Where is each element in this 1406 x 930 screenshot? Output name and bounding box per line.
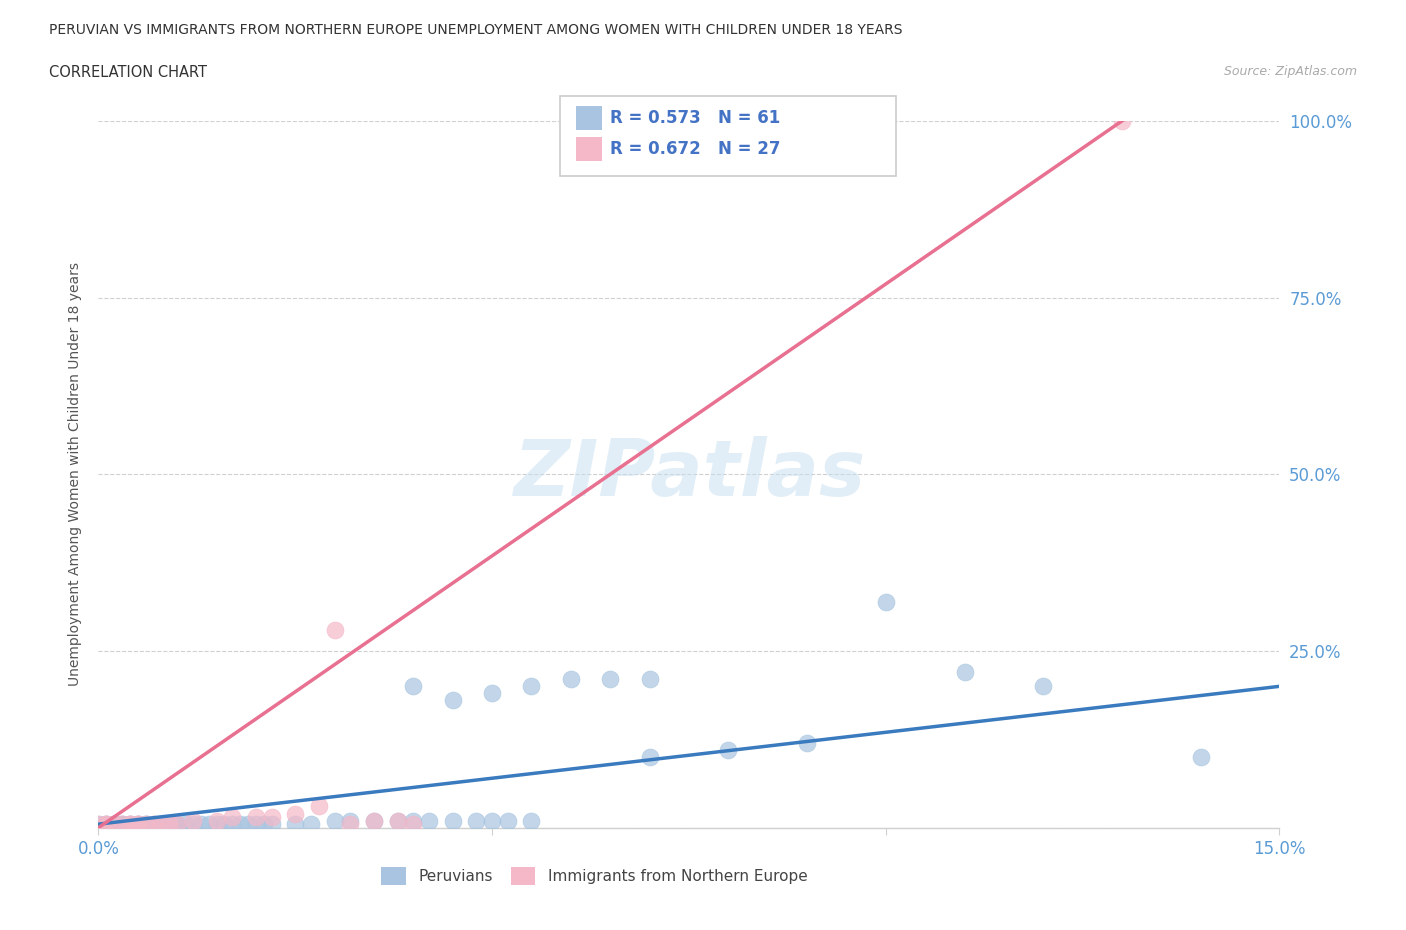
Point xyxy=(402,817,425,831)
Point xyxy=(953,665,976,680)
Point xyxy=(118,817,141,831)
Text: PERUVIAN VS IMMIGRANTS FROM NORTHERN EUROPE UNEMPLOYMENT AMONG WOMEN WITH CHILDR: PERUVIAN VS IMMIGRANTS FROM NORTHERN EUR… xyxy=(49,23,903,37)
Point xyxy=(299,817,322,831)
Point xyxy=(520,679,543,694)
Point xyxy=(142,817,165,831)
Point xyxy=(103,817,125,831)
Point xyxy=(103,817,125,831)
Point xyxy=(174,817,197,831)
Point xyxy=(111,817,134,831)
Point xyxy=(1111,113,1133,128)
Point xyxy=(323,622,346,637)
Text: CORRELATION CHART: CORRELATION CHART xyxy=(49,65,207,80)
Point xyxy=(221,810,243,825)
Point xyxy=(166,817,188,831)
Point xyxy=(323,813,346,828)
Point xyxy=(221,817,243,831)
Point xyxy=(638,750,661,764)
Point xyxy=(253,817,276,831)
Point xyxy=(150,817,173,831)
Point xyxy=(363,813,385,828)
Point xyxy=(127,817,149,831)
Point xyxy=(465,813,488,828)
Point xyxy=(245,810,267,825)
Point xyxy=(96,817,118,831)
Point xyxy=(229,817,252,831)
Point xyxy=(284,806,307,821)
Text: ZIPatlas: ZIPatlas xyxy=(513,436,865,512)
Point xyxy=(1189,750,1212,764)
Point xyxy=(150,817,173,831)
Legend: Peruvians, Immigrants from Northern Europe: Peruvians, Immigrants from Northern Euro… xyxy=(375,861,814,891)
Point xyxy=(118,817,141,831)
Point xyxy=(190,817,212,831)
Point xyxy=(245,817,267,831)
Point xyxy=(135,817,157,831)
Point xyxy=(87,817,110,831)
Point xyxy=(599,671,621,686)
Point xyxy=(387,813,409,828)
Point xyxy=(181,813,204,828)
Point xyxy=(87,817,110,831)
Point xyxy=(111,817,134,831)
Point xyxy=(205,813,228,828)
Point xyxy=(118,817,141,831)
Point xyxy=(402,679,425,694)
Point xyxy=(103,817,125,831)
Point xyxy=(118,817,141,831)
Point xyxy=(96,817,118,831)
Point xyxy=(638,671,661,686)
Point xyxy=(418,813,440,828)
Point xyxy=(96,817,118,831)
Point xyxy=(127,817,149,831)
Point xyxy=(496,813,519,828)
Point xyxy=(157,817,180,831)
Point xyxy=(166,817,188,831)
Point xyxy=(441,693,464,708)
Point xyxy=(387,813,409,828)
Point xyxy=(363,813,385,828)
Point xyxy=(135,817,157,831)
Point xyxy=(135,817,157,831)
Point xyxy=(875,594,897,609)
Text: R = 0.672   N = 27: R = 0.672 N = 27 xyxy=(610,140,780,158)
Point xyxy=(157,817,180,831)
Point xyxy=(520,813,543,828)
Point xyxy=(481,813,503,828)
Point xyxy=(205,817,228,831)
Point xyxy=(181,817,204,831)
Point xyxy=(150,817,173,831)
Point xyxy=(339,813,361,828)
Point xyxy=(214,817,236,831)
Point xyxy=(1032,679,1054,694)
Point xyxy=(260,810,283,825)
Point xyxy=(127,817,149,831)
Point xyxy=(339,817,361,831)
Point xyxy=(560,671,582,686)
Point xyxy=(111,817,134,831)
Point xyxy=(402,813,425,828)
Point xyxy=(127,817,149,831)
Point xyxy=(166,817,188,831)
Point xyxy=(236,817,259,831)
Point xyxy=(142,817,165,831)
Point xyxy=(441,813,464,828)
Y-axis label: Unemployment Among Women with Children Under 18 years: Unemployment Among Women with Children U… xyxy=(67,262,82,686)
Point xyxy=(796,736,818,751)
Text: Source: ZipAtlas.com: Source: ZipAtlas.com xyxy=(1223,65,1357,78)
Point xyxy=(717,742,740,757)
Point xyxy=(308,799,330,814)
Point xyxy=(260,817,283,831)
Point xyxy=(197,817,219,831)
Point xyxy=(96,817,118,831)
Point xyxy=(284,817,307,831)
Point xyxy=(481,686,503,701)
Text: R = 0.573   N = 61: R = 0.573 N = 61 xyxy=(610,109,780,127)
